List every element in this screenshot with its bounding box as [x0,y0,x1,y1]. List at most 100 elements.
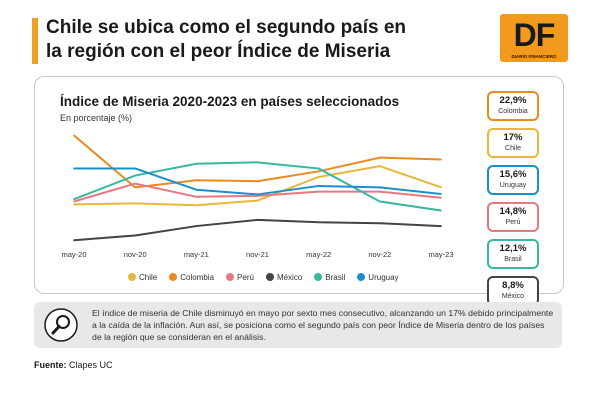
legend-item-brasil: Brasil [314,273,345,282]
legend-item-mexico: México [265,272,303,282]
data-point-brasil-5 [379,200,381,203]
data-point-brasil-2 [195,162,198,165]
logo-text: DF [513,17,556,53]
data-point-uruguay-2 [195,188,198,191]
data-point-colombia-4 [317,170,320,173]
data-point-colombia-2 [195,179,198,182]
badge-value: 8,8% [502,280,524,291]
badge-country: Uruguay [499,182,527,189]
data-point-brasil-6 [440,209,442,212]
data-point-brasil-1 [134,174,136,177]
legend-label: Uruguay [368,272,399,282]
data-point-chile-2 [195,204,198,207]
legend-dot [128,273,136,281]
legend-item-chile: Chile [128,273,157,282]
data-point-peru-3 [256,195,259,197]
data-point-colombia-6 [440,158,442,161]
value-badges: 22,9% Colombia 17% Chile 15,6% Uruguay 14,8% Pe… [487,91,539,313]
legend-label: Colombia [180,272,215,282]
series-brasil [73,161,442,212]
badge-peru: 14,8% Perú [487,202,539,232]
x-tick-label: nov-22 [368,250,391,259]
series-line-peru [73,182,442,203]
badge-colombia: 22,9% Colombia [487,91,539,121]
df-logo: DF DIARIO FINANCIERO [500,14,568,62]
x-tick-label: may-22 [306,250,331,259]
badge-chile: 17% Chile [487,128,539,158]
data-point-uruguay-4 [317,185,320,187]
x-tick-label: nov-21 [246,250,269,259]
accent-bar [32,18,38,64]
data-point-uruguay-0 [73,167,75,170]
legend-label: Chile [139,272,158,282]
badge-country: Perú [505,219,521,226]
data-point-colombia-0 [73,134,75,137]
series-mexico [73,218,442,242]
badge-uruguay: 15,6% Uruguay [487,165,539,195]
data-point-colombia-5 [379,156,381,159]
badge-country: México [501,293,525,300]
data-point-colombia-1 [134,186,136,189]
source-label: Fuente: [34,360,67,370]
data-point-peru-6 [440,196,442,199]
series-colombia [73,134,442,189]
x-tick-label: may-21 [184,250,209,259]
badge-value: 17% [503,132,523,143]
source: Fuente: Clapes UC [34,360,113,370]
legend-item-peru: Perú [226,273,254,282]
badge-value: 15,6% [499,169,527,180]
headline: Chile se ubica como el segundo país en l… [46,17,407,62]
series-peru [73,182,442,203]
badge-country: Chile [505,145,521,152]
data-point-mexico-5 [379,222,381,225]
data-point-mexico-4 [317,221,320,224]
x-tick-label: may-20 [61,250,86,259]
legend-item-uruguay: Uruguay [357,272,399,282]
data-point-chile-6 [440,186,442,189]
logo-subtext: DIARIO FINANCIERO [511,54,557,59]
data-point-uruguay-5 [379,186,381,189]
series-uruguay [73,167,442,196]
data-point-chile-3 [256,199,259,202]
data-point-brasil-0 [73,198,75,200]
badge-value: 14,8% [499,206,527,217]
data-point-chile-5 [379,165,381,167]
legend-dot [226,273,235,281]
series-line-mexico [73,218,442,242]
data-point-mexico-2 [195,225,198,227]
badge-country: Brasil [504,256,522,263]
data-point-chile-4 [317,176,320,178]
data-point-mexico-0 [73,239,75,242]
info-box: El índice de miseria de Chile disminuyó … [34,302,562,348]
legend-label: Perú [237,272,254,282]
data-point-uruguay-1 [134,167,136,170]
badge-brasil: 12,1% Brasil [487,239,539,269]
data-point-mexico-1 [134,234,136,237]
data-point-mexico-3 [256,219,259,221]
chart-title: Índice de Miseria 2020-2023 en países se… [60,94,400,109]
badge-value: 22,9% [499,95,527,106]
source-value: Clapes UC [69,360,113,370]
data-point-colombia-3 [256,180,259,183]
magnifier-icon [44,308,78,342]
data-point-peru-2 [195,196,198,198]
chart-subtitle: En porcentaje (%) [60,113,133,123]
badge-country: Colombia [498,108,528,115]
chart-legend: Chile Colombia Perú México Brasil Uruguay [128,271,399,283]
x-tick-label: nov-20 [124,250,147,259]
legend-label: México [276,272,303,282]
data-point-brasil-3 [256,161,259,164]
legend-dot [314,273,323,281]
data-point-mexico-6 [440,225,442,227]
data-point-brasil-4 [317,167,320,170]
legend-dot [169,273,178,281]
data-point-uruguay-3 [256,193,259,196]
series-chile [73,165,442,207]
badge-mexico: 8,8% México [487,276,539,306]
legend-dot [265,273,274,281]
legend-dot [357,273,366,281]
data-point-chile-1 [134,202,136,205]
data-point-chile-0 [73,203,75,206]
x-tick-label: may-23 [428,250,453,259]
